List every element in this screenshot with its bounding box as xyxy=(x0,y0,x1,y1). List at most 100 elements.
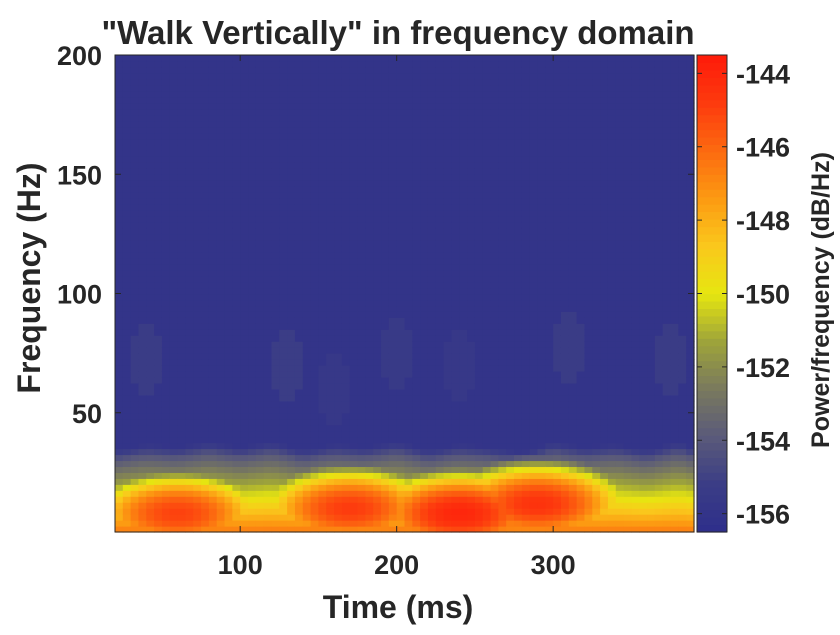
heatmap-cell xyxy=(459,120,468,128)
heatmap-cell xyxy=(169,138,179,146)
heatmap-cell xyxy=(279,472,288,479)
heatmap-cell xyxy=(177,66,187,74)
heatmap-cell xyxy=(177,466,187,473)
heatmap-cell xyxy=(357,55,366,62)
heatmap-cell xyxy=(435,245,445,253)
heatmap-cell xyxy=(498,472,507,479)
heatmap-cell xyxy=(255,514,265,521)
heatmap-cell xyxy=(467,180,476,187)
heatmap-cell xyxy=(122,478,132,485)
heatmap-cell xyxy=(435,227,445,235)
heatmap-cell xyxy=(122,317,132,324)
heatmap-cell xyxy=(388,520,398,527)
heatmap-cell xyxy=(514,156,523,163)
heatmap-cell xyxy=(474,168,484,175)
heatmap-cell xyxy=(576,406,586,414)
heatmap-cell xyxy=(341,508,351,515)
heatmap-cell xyxy=(506,239,515,247)
heatmap-cell xyxy=(467,293,476,301)
heatmap-cell xyxy=(388,400,398,408)
heatmap-cell xyxy=(318,329,327,336)
heatmap-cell xyxy=(568,478,578,485)
heatmap-cell xyxy=(208,418,218,426)
heatmap-cell xyxy=(146,472,155,479)
heatmap-cell xyxy=(521,102,531,110)
heatmap-cell xyxy=(600,490,609,497)
heatmap-cell xyxy=(396,442,406,450)
heatmap-cell xyxy=(161,305,171,312)
heatmap-cell xyxy=(490,347,499,354)
heatmap-cell xyxy=(115,114,124,122)
heatmap-cell xyxy=(193,394,202,402)
heatmap-cell xyxy=(318,311,327,318)
heatmap-cell xyxy=(279,162,288,169)
heatmap-cell xyxy=(115,442,124,450)
heatmap-cell xyxy=(381,335,390,342)
heatmap-cell xyxy=(294,478,304,485)
heatmap-cell xyxy=(334,448,343,456)
heatmap-cell xyxy=(443,227,453,235)
heatmap-cell xyxy=(537,186,546,193)
heatmap-cell xyxy=(537,281,546,289)
heatmap-cell xyxy=(193,84,202,92)
heatmap-cell xyxy=(482,353,492,360)
heatmap-cell xyxy=(271,514,280,521)
heatmap-cell xyxy=(154,496,163,503)
heatmap-cell xyxy=(263,239,273,247)
heatmap-cell xyxy=(537,371,546,378)
heatmap-cell xyxy=(263,120,273,128)
heatmap-cell xyxy=(373,436,382,444)
heatmap-cell xyxy=(474,418,484,426)
heatmap-cell xyxy=(154,317,163,324)
heatmap-cell xyxy=(576,239,586,247)
heatmap-cell xyxy=(263,406,273,414)
heatmap-cell xyxy=(326,484,335,491)
heatmap-cell xyxy=(381,293,390,301)
heatmap-cell xyxy=(263,114,273,122)
heatmap-cell xyxy=(146,192,155,199)
heatmap-cell xyxy=(443,359,453,366)
heatmap-cell xyxy=(185,96,194,104)
heatmap-cell xyxy=(396,210,406,217)
heatmap-cell xyxy=(224,359,233,366)
heatmap-cell xyxy=(130,126,140,134)
heatmap-cell xyxy=(302,454,312,462)
heatmap-cell xyxy=(529,305,539,312)
heatmap-cell xyxy=(388,299,398,307)
heatmap-cell xyxy=(201,227,210,235)
heatmap-cell xyxy=(208,60,218,68)
heatmap-cell xyxy=(310,329,320,336)
heatmap-cell xyxy=(263,144,273,151)
heatmap-cell xyxy=(318,156,327,163)
heatmap-cell xyxy=(529,323,539,330)
heatmap-cell xyxy=(592,323,601,330)
heatmap-cell xyxy=(138,466,147,473)
heatmap-cell xyxy=(451,520,460,527)
heatmap-cell xyxy=(193,478,202,485)
heatmap-cell xyxy=(474,400,484,408)
heatmap-cell xyxy=(482,162,492,169)
heatmap-cell xyxy=(255,341,265,348)
heatmap-cell xyxy=(506,418,515,426)
heatmap-cell xyxy=(130,144,140,151)
heatmap-cell xyxy=(302,287,312,295)
heatmap-cell xyxy=(146,120,155,128)
heatmap-cell xyxy=(310,180,320,187)
heatmap-cell xyxy=(169,281,179,289)
heatmap-cell xyxy=(169,233,179,241)
heatmap-cell xyxy=(420,144,429,151)
heatmap-cell xyxy=(294,388,304,396)
heatmap-cell xyxy=(232,323,241,330)
heatmap-cell xyxy=(287,406,296,414)
heatmap-cell xyxy=(373,460,382,468)
heatmap-cell xyxy=(451,120,460,128)
heatmap-cell xyxy=(381,221,390,229)
heatmap-cell xyxy=(404,269,413,277)
heatmap-cell xyxy=(490,353,499,360)
heatmap-cell xyxy=(161,102,171,110)
heatmap-cell xyxy=(224,365,233,372)
heatmap-cell xyxy=(279,442,288,450)
heatmap-cell xyxy=(459,150,468,157)
heatmap-cell xyxy=(341,281,351,289)
heatmap-cell xyxy=(185,353,194,360)
